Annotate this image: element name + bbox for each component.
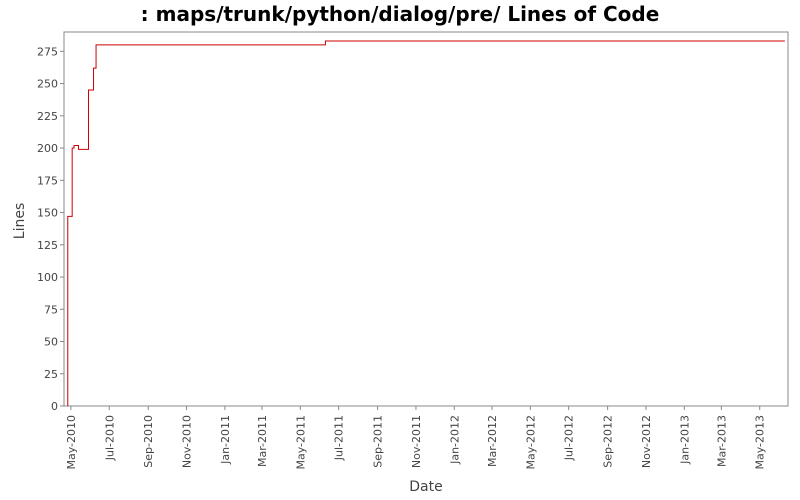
- plot-area: [63, 31, 789, 407]
- x-tick-label: Nov-2012: [640, 415, 653, 468]
- x-tick-label: Jan-2012: [448, 415, 461, 465]
- x-tick-label: May-2012: [524, 415, 537, 470]
- y-tick-label: 150: [37, 207, 58, 220]
- x-tick-label: Jan-2013: [678, 415, 691, 465]
- x-tick-label: Sep-2011: [372, 415, 385, 468]
- x-axis-label: Date: [409, 479, 442, 495]
- y-tick-label: 75: [44, 303, 58, 316]
- y-tick-label: 50: [44, 336, 58, 349]
- y-tick-label: 100: [37, 271, 58, 284]
- x-axis: May-2010 Jul-2010 Sep-2010 Nov-2010 Jan-2011…: [65, 406, 767, 470]
- series-layer: [67, 40, 785, 406]
- y-axis: 0 25 50 75 100 125 150 175 200 225 250 275: [37, 45, 64, 413]
- x-tick-label: Jul-2010: [103, 415, 116, 461]
- chart-title: : maps/trunk/python/dialog/pre/ Lines of…: [141, 2, 660, 26]
- x-tick-label: Mar-2013: [715, 415, 728, 467]
- x-tick-label: May-2011: [294, 415, 307, 470]
- x-tick-label: Mar-2011: [256, 415, 269, 467]
- x-tick-label: Nov-2011: [410, 415, 423, 468]
- x-tick-label: Jan-2011: [219, 415, 232, 465]
- series-line-0: [67, 40, 785, 406]
- y-tick-label: 175: [37, 174, 58, 187]
- x-tick-label: Nov-2010: [181, 415, 194, 468]
- x-tick-label: Jul-2012: [563, 415, 576, 461]
- y-tick-label: 200: [37, 142, 58, 155]
- x-tick-label: Jul-2011: [333, 415, 346, 461]
- y-tick-label: 0: [51, 400, 58, 413]
- x-tick-label: Mar-2012: [486, 415, 499, 467]
- y-tick-label: 125: [37, 239, 58, 252]
- y-tick-label: 250: [37, 78, 58, 91]
- x-tick-label: May-2013: [754, 415, 767, 470]
- y-tick-label: 225: [37, 110, 58, 123]
- x-tick-label: May-2010: [65, 415, 78, 470]
- y-axis-label: Lines: [12, 203, 28, 239]
- x-tick-label: Sep-2010: [142, 415, 155, 468]
- y-tick-label: 275: [37, 45, 58, 58]
- x-tick-label: Sep-2012: [602, 415, 615, 468]
- y-tick-label: 25: [44, 368, 58, 381]
